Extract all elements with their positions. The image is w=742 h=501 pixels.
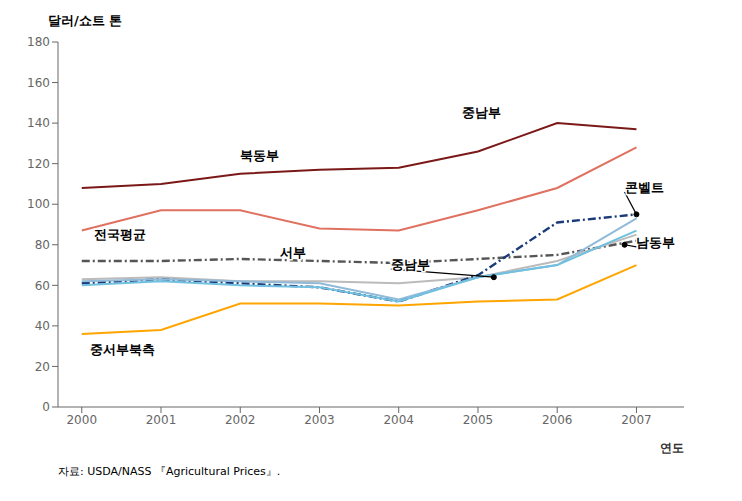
- svg-text:전국평균: 전국평균: [94, 227, 146, 242]
- svg-text:남동부: 남동부: [636, 235, 675, 250]
- html-text:달러/쇼트 톤: 달러/쇼트 톤: [48, 13, 123, 28]
- svg-text:180: 180: [27, 35, 50, 49]
- svg-text:2000: 2000: [66, 413, 97, 427]
- svg-text:2003: 2003: [304, 413, 335, 427]
- svg-text:중남부: 중남부: [462, 105, 501, 120]
- svg-text:2001: 2001: [146, 413, 177, 427]
- svg-text:2004: 2004: [383, 413, 414, 427]
- svg-text:2002: 2002: [225, 413, 256, 427]
- svg-text:100: 100: [27, 197, 50, 211]
- svg-text:중서부북측: 중서부북측: [90, 342, 155, 357]
- svg-text:중남부: 중남부: [391, 257, 430, 272]
- svg-text:2007: 2007: [621, 413, 652, 427]
- svg-text:60: 60: [35, 279, 50, 293]
- svg-text:40: 40: [35, 319, 50, 333]
- svg-text:0: 0: [42, 400, 50, 414]
- svg-text:콘벨트: 콘벨트: [625, 180, 664, 195]
- svg-text:140: 140: [27, 116, 50, 130]
- svg-text:2006: 2006: [542, 413, 573, 427]
- svg-text:서부: 서부: [280, 245, 306, 260]
- svg-text:북동부: 북동부: [240, 148, 279, 163]
- svg-text:20: 20: [35, 360, 50, 374]
- svg-text:120: 120: [27, 157, 50, 171]
- svg-text:160: 160: [27, 76, 50, 90]
- svg-text:2005: 2005: [463, 413, 494, 427]
- svg-text:연도: 연도: [660, 441, 684, 455]
- html-text:자료: USDA/NASS 『Agricultural Pr: 자료: USDA/NASS 『Agricultural Prices』.: [58, 465, 281, 478]
- svg-text:80: 80: [35, 238, 50, 252]
